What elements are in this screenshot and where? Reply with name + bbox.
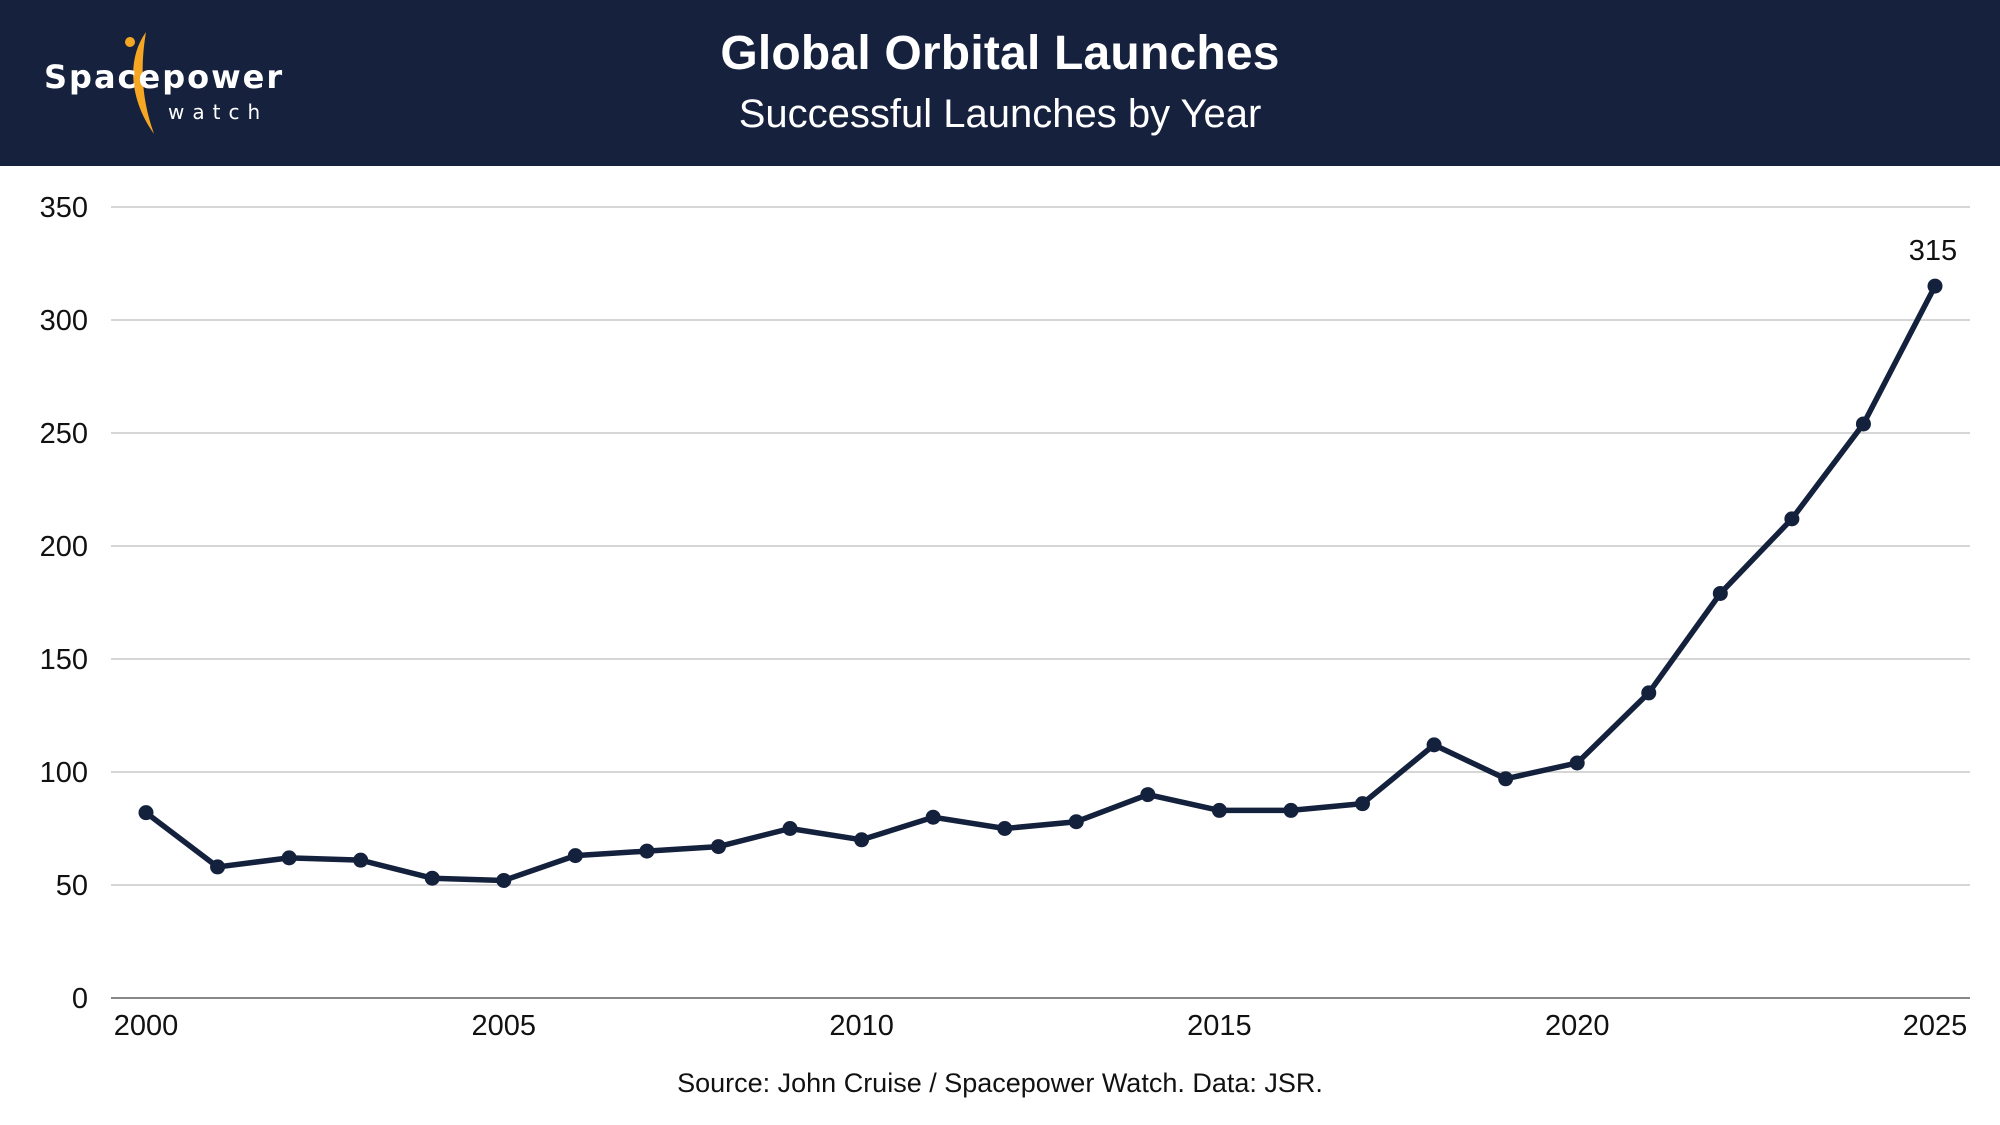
data-point-2023 — [1784, 511, 1800, 527]
chart-header: Spacepower watch Global Orbital Launches… — [0, 0, 2000, 166]
data-point-2000 — [138, 805, 154, 821]
x-tick-label: 2020 — [1545, 1010, 1610, 1042]
data-point-2016 — [1283, 802, 1299, 818]
chart-subtitle: Successful Launches by Year — [738, 92, 1262, 136]
data-point-2011 — [925, 809, 941, 825]
data-point-2006 — [567, 848, 583, 864]
data-point-2021 — [1641, 685, 1657, 701]
data-point-2020 — [1569, 755, 1585, 771]
data-point-2014 — [1140, 787, 1156, 803]
data-point-2025 — [1927, 278, 1943, 294]
data-point-2018 — [1426, 737, 1442, 753]
y-tick-label: 350 — [40, 192, 88, 224]
logo-wordmark: Spacepower — [44, 58, 285, 96]
data-point-2004 — [424, 870, 440, 886]
data-point-2010 — [854, 832, 870, 848]
data-point-2022 — [1712, 585, 1728, 601]
data-point-2013 — [1068, 814, 1084, 830]
y-tick-label: 200 — [40, 531, 88, 563]
data-point-2005 — [496, 872, 512, 888]
x-tick-label: 2015 — [1187, 1010, 1252, 1042]
y-tick-label: 150 — [40, 644, 88, 676]
data-point-2017 — [1355, 796, 1371, 812]
data-point-2002 — [281, 850, 297, 866]
chart-title: Global Orbital Launches — [720, 27, 1280, 80]
x-tick-label: 2005 — [472, 1010, 537, 1042]
data-point-2019 — [1498, 771, 1514, 787]
data-point-2007 — [639, 843, 655, 859]
data-point-2001 — [210, 859, 226, 875]
y-tick-label: 300 — [40, 305, 88, 337]
data-point-2008 — [710, 839, 726, 855]
x-tick-label: 2025 — [1903, 1010, 1968, 1042]
rocket-swoosh-icon — [125, 32, 154, 134]
source-note: Source: John Cruise / Spacepower Watch. … — [677, 1068, 1323, 1098]
logo-subtext: watch — [168, 100, 269, 124]
x-tick-label: 2010 — [829, 1010, 894, 1042]
x-tick-label: 2000 — [114, 1010, 179, 1042]
data-point-2012 — [997, 821, 1013, 836]
y-tick-label: 0 — [72, 983, 88, 1015]
y-tick-label: 50 — [56, 870, 88, 902]
data-point-2015 — [1211, 802, 1227, 818]
data-point-2024 — [1855, 416, 1871, 432]
data-label-2025: 315 — [1909, 235, 1957, 267]
spacepower-watch-logo: Spacepower watch — [40, 30, 320, 140]
data-point-2003 — [353, 852, 369, 868]
series-line — [143, 283, 1938, 884]
y-tick-label: 250 — [40, 418, 88, 450]
data-point-2009 — [782, 821, 798, 836]
y-tick-label: 100 — [40, 757, 88, 789]
